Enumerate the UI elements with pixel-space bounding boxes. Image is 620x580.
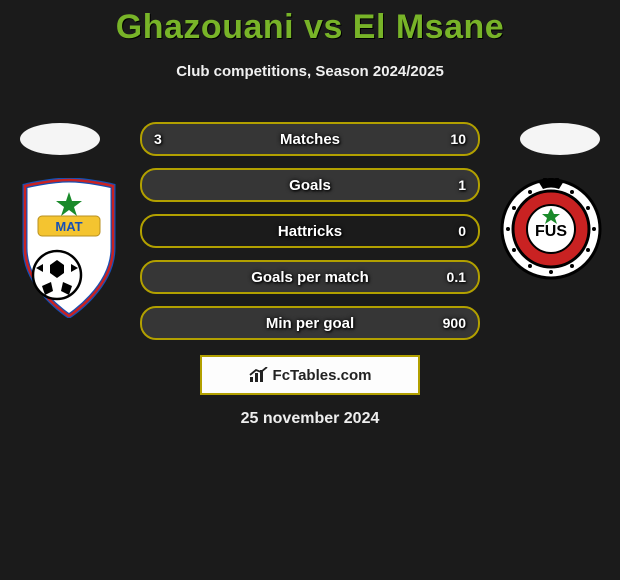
stat-right-value: 1	[458, 170, 466, 200]
brand-chart-icon	[249, 367, 269, 383]
brand-label: FcTables.com	[249, 367, 372, 384]
left-team-badge: MAT	[18, 178, 120, 318]
right-team-badge: FUS	[500, 178, 602, 280]
stat-right-value: 0	[458, 216, 466, 246]
right-player-flag	[520, 123, 600, 155]
comparison-date: 25 november 2024	[0, 410, 620, 428]
left-player-flag	[20, 123, 100, 155]
stat-label: Matches	[142, 124, 478, 154]
stat-right-value: 0.1	[447, 262, 466, 292]
stat-bar: 3Matches10	[140, 122, 480, 156]
comparison-subtitle: Club competitions, Season 2024/2025	[0, 63, 620, 80]
stat-label: Goals	[142, 170, 478, 200]
stat-label: Goals per match	[142, 262, 478, 292]
comparison-bars: 3Matches10 Goals1 Hattricks0 Goals per matc…	[140, 122, 480, 352]
stat-right-value: 10	[450, 124, 466, 154]
stat-label: Min per goal	[142, 308, 478, 338]
stat-right-value: 900	[443, 308, 466, 338]
brand-box: FcTables.com	[200, 355, 420, 395]
stat-bar: Hattricks0	[140, 214, 480, 248]
svg-text:MAT: MAT	[55, 219, 82, 234]
stat-label: Hattricks	[142, 216, 478, 246]
svg-text:FUS: FUS	[535, 223, 567, 240]
comparison-title: Ghazouani vs El Msane	[0, 0, 620, 47]
brand-text: FcTables.com	[273, 367, 372, 384]
stat-bar: Goals1	[140, 168, 480, 202]
stat-bar: Goals per match0.1	[140, 260, 480, 294]
stat-bar: Min per goal900	[140, 306, 480, 340]
